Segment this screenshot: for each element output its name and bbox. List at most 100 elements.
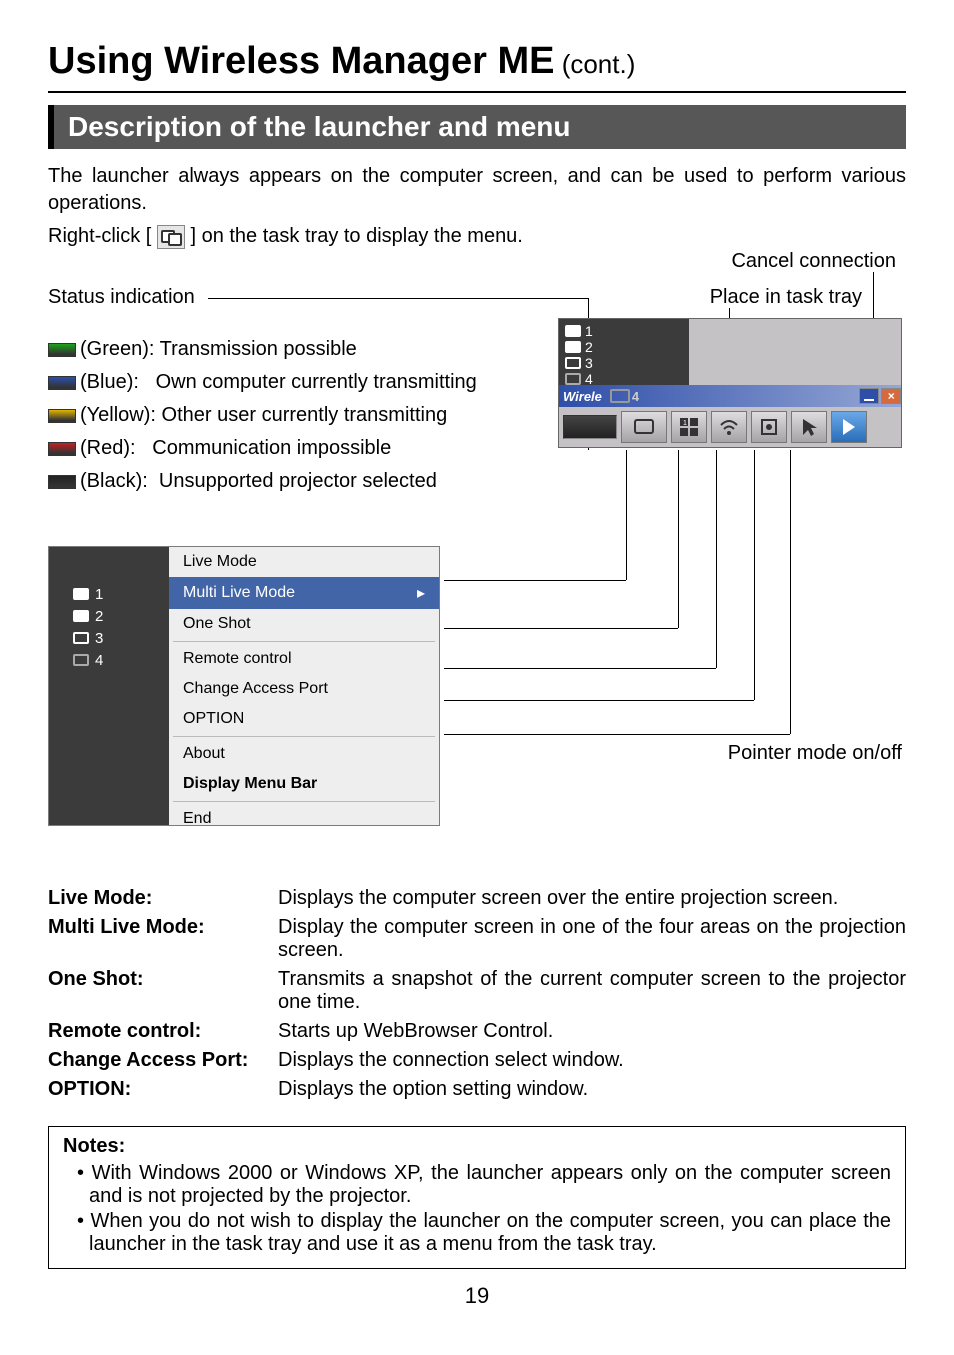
title-rule: [48, 91, 906, 93]
def-text: Displays the connection select window.: [278, 1046, 906, 1075]
definitions-table: Live Mode:Displays the computer screen o…: [48, 884, 906, 1104]
launcher-panel: 1 2 3 4 Wirele 4 × 1: [558, 318, 902, 448]
def-row: One Shot:Transmits a snapshot of the cur…: [48, 965, 906, 1017]
status-row: (Blue): Own computer currently transmitt…: [48, 371, 477, 394]
live-mode-button[interactable]: [621, 411, 667, 443]
note-item: With Windows 2000 or Windows XP, the lau…: [77, 1162, 891, 1208]
settings-icon: [757, 415, 781, 439]
def-term: OPTION:: [48, 1075, 278, 1104]
menu-item-change-access-port[interactable]: Change Access Port: [169, 674, 439, 704]
svg-text:1: 1: [683, 420, 687, 427]
status-row: (Black): Unsupported projector selected: [48, 470, 477, 493]
projector-icon: [565, 341, 581, 353]
projector-icon: [73, 588, 89, 600]
status-row: (Red): Communication impossible: [48, 437, 477, 460]
connector-line: [790, 450, 791, 734]
menu-item-one-shot[interactable]: One Shot: [169, 609, 439, 639]
projector-icon: [565, 357, 581, 369]
swatch-red: [48, 442, 76, 456]
def-text: Displays the computer screen over the en…: [278, 884, 906, 913]
menu-sidebar: 1 2 3 4: [49, 547, 169, 825]
def-term: Remote control:: [48, 1017, 278, 1046]
intro-paragraph: The launcher always appears on the compu…: [48, 163, 906, 217]
def-term: Multi Live Mode:: [48, 913, 278, 965]
launcher-toolbar: 1: [559, 407, 901, 447]
label-place-in-task-tray: Place in task tray: [710, 286, 862, 309]
swatch-black: [48, 475, 76, 489]
wifi-button[interactable]: [711, 411, 747, 443]
context-menu: 1 2 3 4 Live Mode Multi Live Mode ▸ One …: [48, 546, 440, 826]
projector-row[interactable]: 1: [565, 323, 683, 339]
label-pointer-mode: Pointer mode on/off: [728, 742, 902, 765]
projector-icon: [565, 325, 581, 337]
projector-icon: [73, 654, 89, 666]
option-button[interactable]: [751, 411, 787, 443]
def-term: One Shot:: [48, 965, 278, 1017]
def-row: Multi Live Mode:Display the computer scr…: [48, 913, 906, 965]
menu-items: Live Mode Multi Live Mode ▸ One Shot Rem…: [169, 547, 439, 825]
def-text: Displays the option setting window.: [278, 1075, 906, 1104]
swatch-yellow: [48, 409, 76, 423]
def-row: Change Access Port:Displays the connecti…: [48, 1046, 906, 1075]
menu-item-remote-control[interactable]: Remote control: [169, 644, 439, 674]
label-cancel-connection: Cancel connection: [731, 250, 896, 273]
status-row: (Yellow): Other user currently transmitt…: [48, 404, 477, 427]
projector-row: 1: [49, 583, 169, 605]
menu-item-multi-live-mode[interactable]: Multi Live Mode ▸: [169, 577, 439, 609]
pointer-icon: [797, 415, 821, 439]
intro-line-2: Right-click [ ] on the task tray to disp…: [48, 223, 906, 250]
projector-list-dark: 1 2 3 4: [559, 319, 689, 385]
title-suffix: (cont.): [554, 49, 635, 79]
notes-box: Notes: With Windows 2000 or Windows XP, …: [48, 1126, 906, 1269]
wifi-icon: [717, 415, 741, 439]
connector-line: [444, 668, 716, 669]
def-row: OPTION:Displays the option setting windo…: [48, 1075, 906, 1104]
notes-title: Notes:: [63, 1135, 891, 1158]
projector-row: 3: [49, 627, 169, 649]
projector-row: 4: [49, 649, 169, 671]
menu-divider: [173, 736, 435, 737]
projector-row: 2: [49, 605, 169, 627]
connector-line: [754, 450, 755, 700]
submenu-arrow-icon: ▸: [417, 583, 425, 603]
launcher-titlebar: Wirele 4 ×: [559, 385, 901, 407]
page-title: Using Wireless Manager ME (cont.): [48, 40, 906, 83]
swatch-blue: [48, 376, 76, 390]
multi-mode-button[interactable]: 1: [671, 411, 707, 443]
connector-line: [444, 734, 790, 735]
tray-icon: [157, 225, 185, 249]
note-item: When you do not wish to display the laun…: [77, 1210, 891, 1256]
menu-item-live-mode[interactable]: Live Mode: [169, 547, 439, 577]
def-row: Live Mode:Displays the computer screen o…: [48, 884, 906, 913]
connector-line: [716, 450, 717, 668]
connector-line: [444, 700, 754, 701]
section-heading: Description of the launcher and menu: [48, 105, 906, 149]
status-color-list: (Green): Transmission possible (Blue): O…: [48, 338, 477, 503]
def-row: Remote control:Starts up WebBrowser Cont…: [48, 1017, 906, 1046]
arrow-icon: [837, 415, 861, 439]
connector-line: [444, 628, 678, 629]
title-main: Using Wireless Manager ME: [48, 40, 554, 82]
label-status-indication: Status indication: [48, 286, 195, 309]
menu-item-display-menu-bar[interactable]: Display Menu Bar: [169, 769, 439, 799]
projector-row[interactable]: 3: [565, 355, 683, 371]
cancel-connection-button[interactable]: [831, 411, 867, 443]
connector-line: [626, 450, 627, 580]
diagram-area: Cancel connection Status indication Plac…: [48, 256, 906, 866]
pointer-button[interactable]: [791, 411, 827, 443]
launcher-title: Wirele: [563, 389, 602, 404]
projector-icon: [73, 632, 89, 644]
menu-item-about[interactable]: About: [169, 739, 439, 769]
close-button[interactable]: ×: [881, 388, 901, 404]
def-term: Change Access Port:: [48, 1046, 278, 1075]
selected-projector-indicator: [610, 389, 630, 403]
swatch-green: [48, 343, 76, 357]
def-text: Display the computer screen in one of th…: [278, 913, 906, 965]
menu-divider: [173, 801, 435, 802]
projector-row[interactable]: 2: [565, 339, 683, 355]
menu-item-end[interactable]: End: [169, 804, 439, 834]
minimize-button[interactable]: [859, 388, 879, 404]
def-text: Transmits a snapshot of the current comp…: [278, 965, 906, 1017]
menu-item-option[interactable]: OPTION: [169, 704, 439, 734]
connector-line: [678, 450, 679, 628]
